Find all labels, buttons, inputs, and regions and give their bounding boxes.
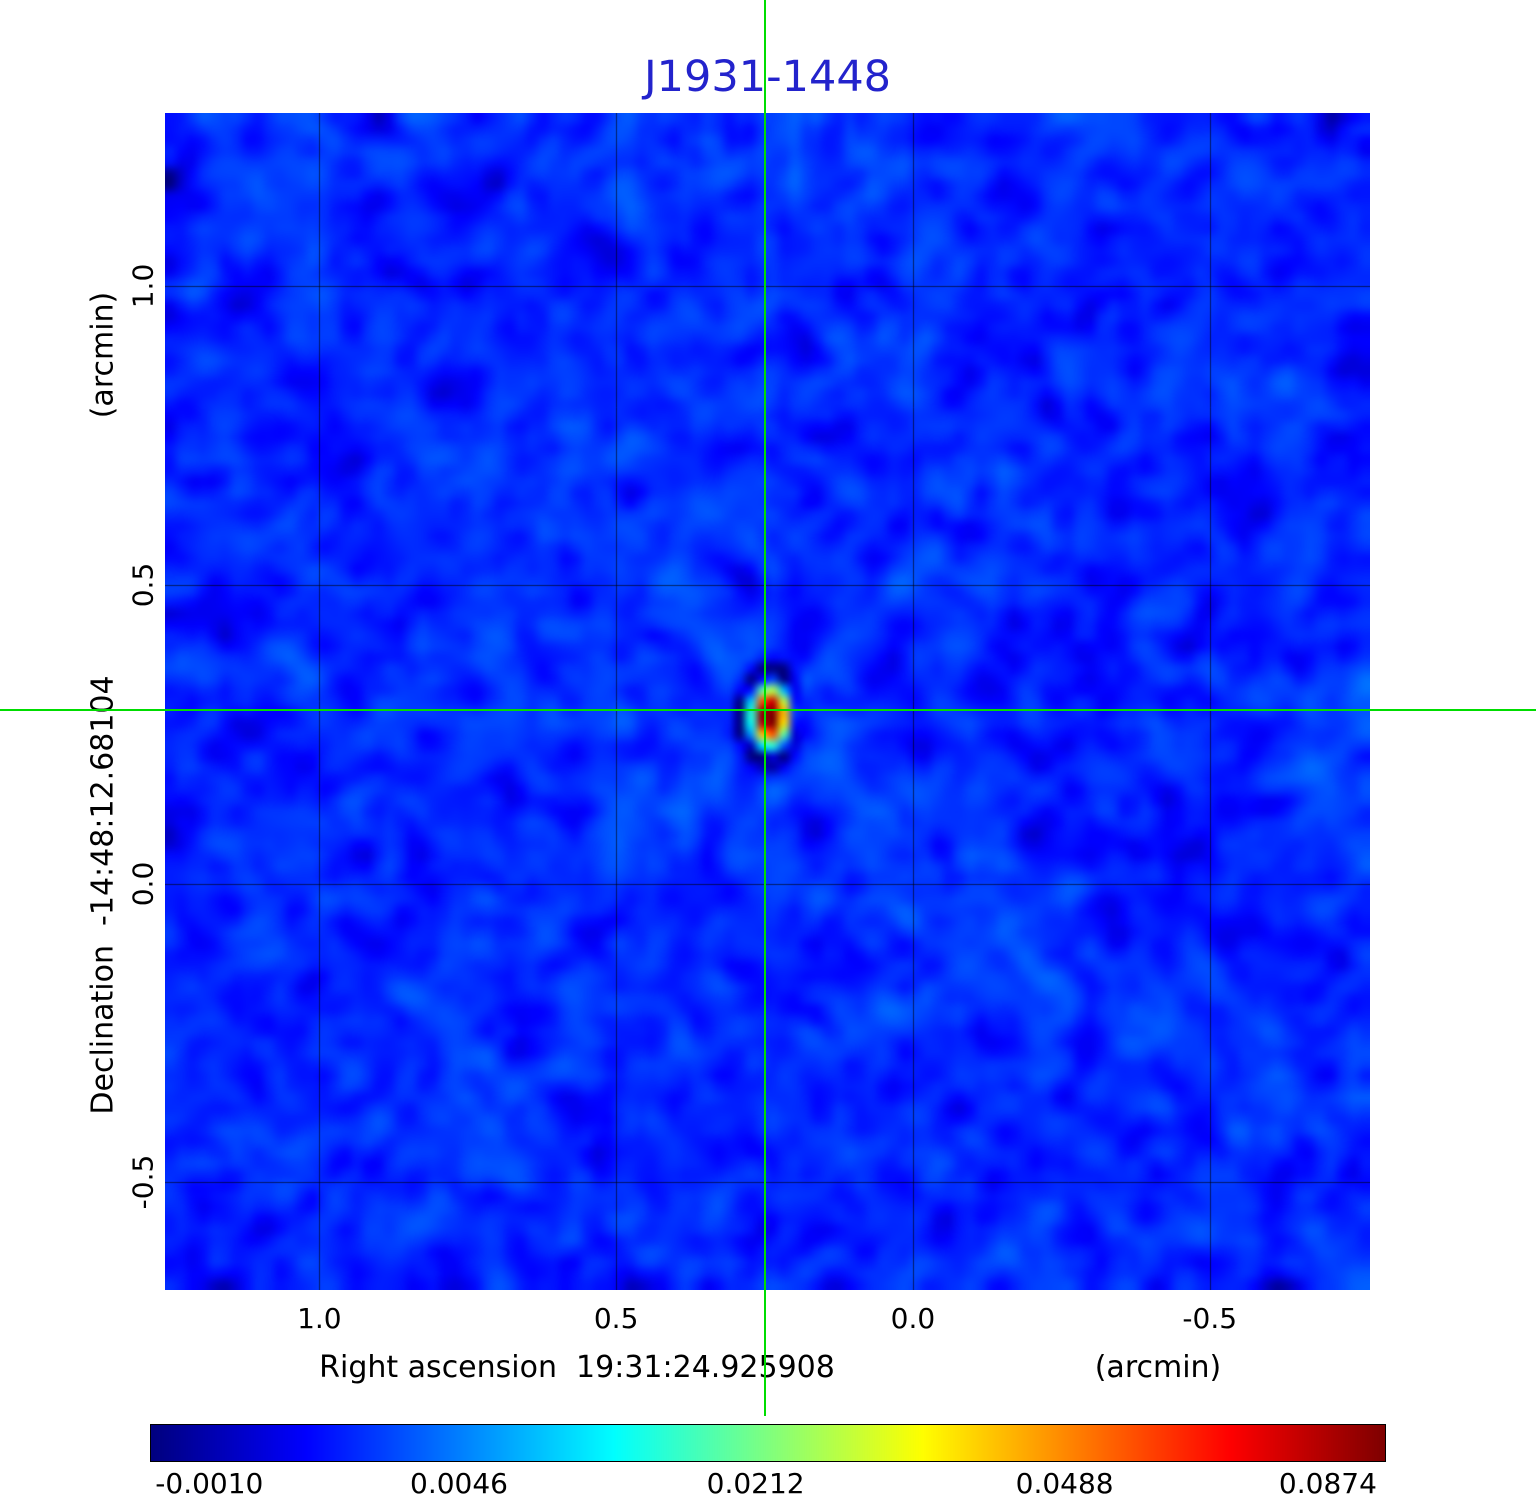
crosshair-vertical-line (763, 0, 766, 1416)
x-tick-label: 0.0 (890, 1302, 936, 1335)
x-axis-label: Right ascension 19:31:24.925908 (319, 1350, 835, 1385)
y-tick-label: 1.0 (126, 263, 160, 309)
heatmap-plot-area (165, 113, 1370, 1290)
y-tick-label: 0.5 (126, 562, 160, 608)
y-tick-label: 0.0 (126, 861, 160, 906)
colorbar-gradient (150, 1424, 1386, 1462)
colorbar-tick-label: 0.0046 (410, 1467, 508, 1500)
plot-title: J1931-1448 (643, 52, 892, 102)
y-axis-label: Declination -14:48:12.68104 (85, 675, 121, 1115)
colorbar-tick-label: -0.0010 (155, 1467, 264, 1500)
crosshair-horizontal-line (0, 709, 1536, 712)
colorbar-tick-label: 0.0488 (1015, 1467, 1114, 1500)
y-tick-label: -0.5 (126, 1155, 160, 1210)
x-tick-label: -0.5 (1182, 1302, 1238, 1335)
x-axis-unit: (arcmin) (1094, 1350, 1222, 1385)
colorbar-tick-label: 0.0874 (1278, 1467, 1377, 1500)
x-tick-label: 1.0 (297, 1302, 342, 1335)
colorbar-tick-label: 0.0212 (706, 1467, 805, 1500)
heatmap-canvas (165, 113, 1370, 1290)
x-tick-label: 0.5 (593, 1302, 639, 1335)
y-axis-unit: (arcmin) (85, 291, 121, 419)
